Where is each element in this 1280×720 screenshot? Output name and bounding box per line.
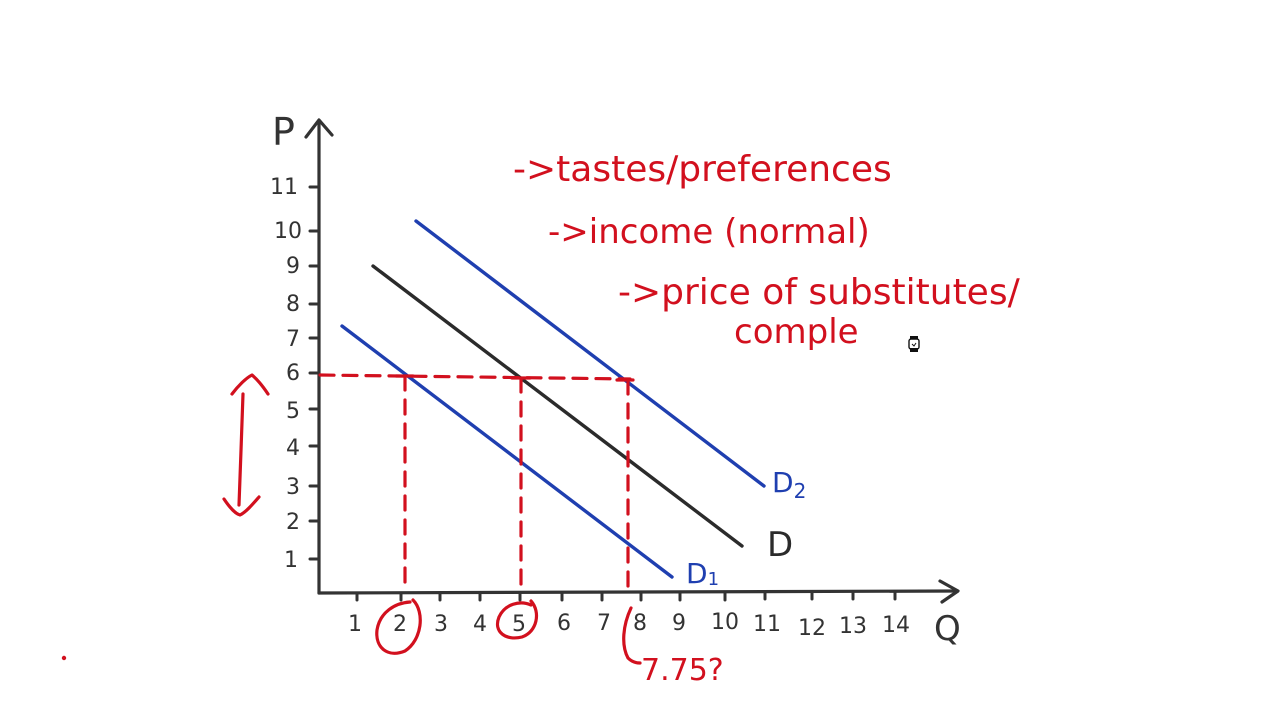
- x-tick-labels: 1 2 3 4 5 6 7 8 9 10 11 12 13 14: [348, 610, 910, 641]
- x-tick-label: 5: [512, 612, 526, 637]
- demand-curves: [340, 219, 766, 579]
- note-tastes-preferences: ->tastes/preferences: [513, 149, 892, 190]
- y-tick-label: 8: [286, 292, 300, 317]
- question-7-75: 7.75?: [641, 653, 724, 688]
- double-arrow-icon: [222, 373, 270, 517]
- y-tick-label: 1: [284, 548, 298, 573]
- price-reference-lines: [318, 373, 635, 592]
- y-axis-arrow-icon: [304, 118, 334, 139]
- stray-dot: [61, 655, 67, 661]
- axes: [304, 118, 960, 604]
- y-tick-label: 10: [274, 219, 302, 244]
- x-tick-label: 7: [597, 611, 611, 636]
- x-tick-label: 1: [348, 612, 362, 637]
- x-tick-label: 10: [711, 610, 739, 635]
- x-ticks: [355, 590, 897, 602]
- x-axis: [317, 589, 959, 595]
- x-tick-label: 11: [753, 612, 781, 637]
- y-tick-label: 6: [286, 361, 300, 386]
- x-tick-label: 14: [882, 613, 910, 638]
- x-tick-label: 4: [473, 612, 487, 637]
- y-tick-label: 4: [286, 436, 300, 461]
- x-axis-label: Q: [934, 609, 961, 649]
- bracket-7-75: [622, 606, 642, 665]
- y-axis-label: P: [272, 110, 295, 154]
- x-tick-label: 6: [557, 611, 571, 636]
- x-tick-label: 9: [672, 611, 686, 636]
- y-tick-label: 9: [286, 254, 300, 279]
- demand-curve-d2: [414, 219, 766, 488]
- x-tick-label: 13: [839, 614, 867, 639]
- busy-watch-cursor-icon: [908, 336, 920, 352]
- note-price-substitutes: ->price of substitutes/: [618, 272, 1021, 313]
- y-tick-label: 7: [286, 327, 300, 352]
- d1-label: D1: [686, 557, 719, 590]
- circle-q-2: [375, 598, 422, 655]
- demand-shifters-list: ->tastes/preferences ->income (normal) -…: [513, 149, 1021, 352]
- y-tick-label: 2: [286, 510, 300, 535]
- d2-label: D2: [772, 466, 806, 503]
- x-axis-arrow-icon: [938, 579, 960, 604]
- y-tick-labels: 1 2 3 4 5 6 7 8 9 10 11: [270, 175, 302, 573]
- y-tick-label: 5: [286, 399, 300, 424]
- x-tick-label: 8: [633, 611, 647, 636]
- y-tick-label: 11: [270, 175, 298, 200]
- x-tick-label: 12: [798, 616, 826, 641]
- y-tick-label: 3: [286, 475, 300, 500]
- note-income-normal: ->income (normal): [548, 212, 870, 252]
- demand-curve-d: [371, 264, 744, 548]
- x-tick-label: 3: [434, 612, 448, 637]
- x-tick-label: 2: [393, 612, 407, 637]
- circle-q-5: [496, 599, 539, 640]
- d-label: D: [767, 525, 793, 565]
- y-ticks: [308, 185, 321, 561]
- price-6-dashed-line: [318, 373, 632, 381]
- note-complements: comple: [734, 312, 859, 352]
- demand-curve-d1: [340, 324, 674, 579]
